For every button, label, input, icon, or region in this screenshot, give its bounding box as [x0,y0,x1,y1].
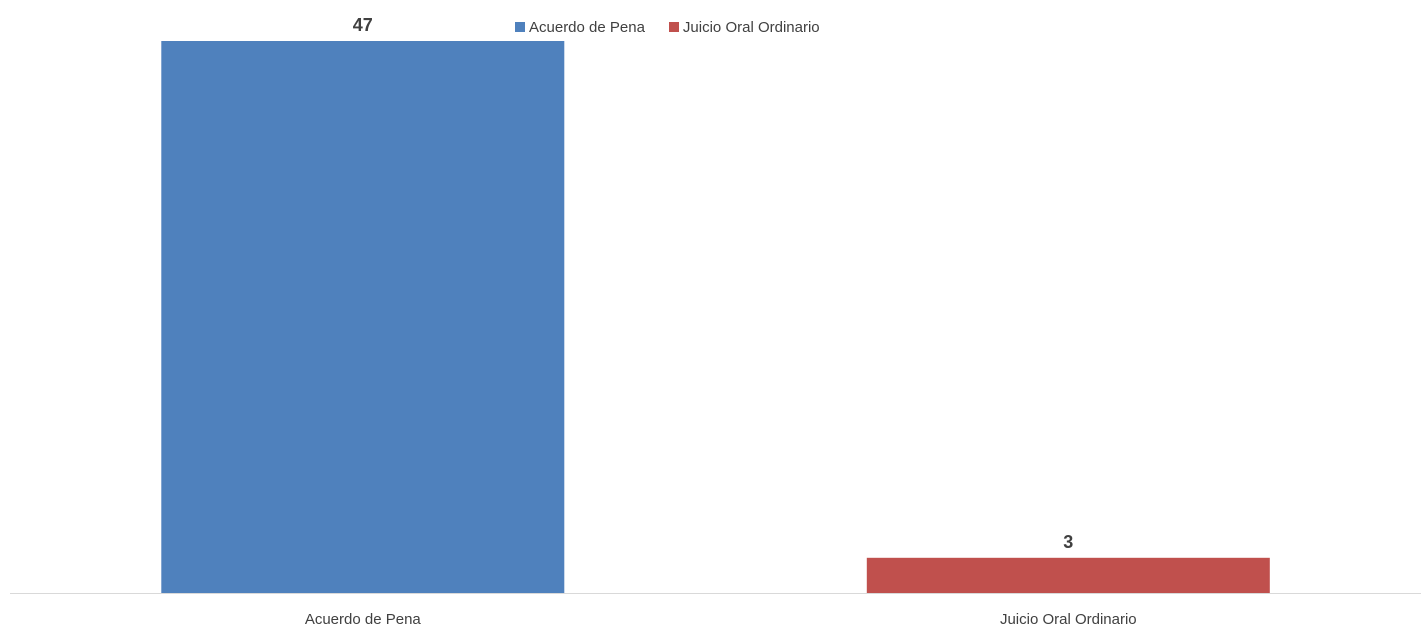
x-tick-label-acuerdo-de-pena: Acuerdo de Pena [305,611,422,628]
bar-acuerdo-de-pena [161,41,565,593]
x-tick-label-juicio-oral-ordinario: Juicio Oral Ordinario [1000,611,1137,628]
legend-label-juicio-oral-ordinario: Juicio Oral Ordinario [682,18,820,36]
legend-label-acuerdo-de-pena: Acuerdo de Pena [529,18,645,36]
value-labels-group: 47 3 [353,15,1074,552]
bar-juicio-oral-ordinario [866,557,1270,593]
legend-item-juicio-oral-ordinario: Juicio Oral Ordinario [668,18,820,36]
value-label-juicio-oral-ordinario: 3 [1063,532,1073,552]
legend-swatch-acuerdo-de-pena [515,22,525,32]
legend-item-acuerdo-de-pena: Acuerdo de Pena [515,19,645,36]
x-tick-labels-group: Acuerdo de Pena Juicio Oral Ordinario [305,611,1137,628]
bars-group [161,41,1270,593]
chart-legend: Acuerdo de Pena Juicio Oral Ordinario [515,17,844,37]
value-label-acuerdo-de-pena: 47 [353,15,373,35]
legend-swatch-juicio-oral-ordinario [668,22,679,32]
